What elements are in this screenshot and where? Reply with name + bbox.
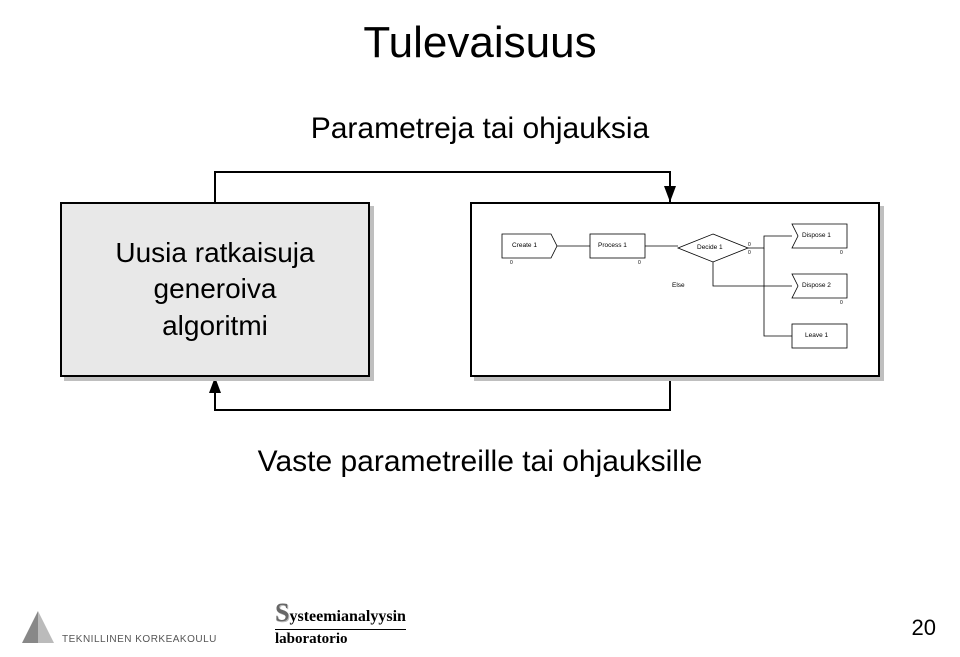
footer-institution: TEKNILLINEN KORKEAKOULU [20,609,217,645]
lab-sub: laboratorio [275,629,406,648]
lab-rest: ysteemianalyysin [289,608,405,625]
institution-name: TEKNILLINEN KORKEAKOULU [62,634,217,645]
bottom-text: Vaste parametreille tai ohjauksille [0,445,960,479]
sub-dispose2: 0 [840,300,843,306]
flowchart-box: Create 1 Process 1 Decide 1 Dispose 1 Di… [470,202,880,377]
page-number: 20 [912,615,936,641]
lab-initial: S [275,598,289,627]
node-leave1-label: Leave 1 [805,332,828,339]
sub-create1: 0 [510,260,513,266]
node-dispose1-label: Dispose 1 [802,232,831,239]
node-create1-label: Create 1 [512,242,537,249]
subtitle: Parametreja tai ohjauksia [0,112,960,146]
institution-logo-icon [20,609,56,645]
node-process1-label: Process 1 [598,242,627,249]
edge-else-label: Else [672,282,685,289]
node-decide1-label: Decide 1 [697,244,723,251]
footer-laboratory: Systeemianalyysin laboratorio [275,599,406,647]
page-title: Tulevaisuus [0,18,960,68]
sub-diamond-top: 0 [748,242,751,248]
algorithm-box: Uusia ratkaisuja generoiva algoritmi [60,202,370,377]
node-dispose2-label: Dispose 2 [802,282,831,289]
sub-diamond-bot: 0 [748,250,751,256]
sub-process1: 0 [638,260,641,266]
algorithm-box-text: Uusia ratkaisuja generoiva algoritmi [115,235,314,344]
flowchart-svg [472,204,882,379]
sub-dispose1: 0 [840,250,843,256]
